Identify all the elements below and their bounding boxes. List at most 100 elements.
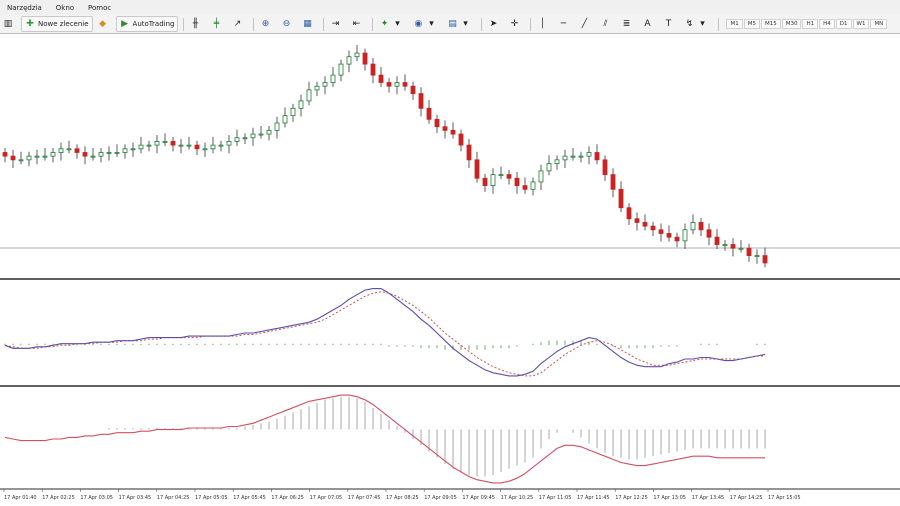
tile-windows-button[interactable]: ▦	[299, 17, 318, 31]
bull-candle	[50, 152, 56, 157]
autotrading-button[interactable]: ▶ AutoTrading	[115, 16, 179, 32]
timeframe-h4[interactable]: H4	[819, 19, 835, 29]
trendline-button[interactable]: ╱	[576, 17, 595, 31]
zoom-in-button[interactable]: ⊕	[257, 17, 276, 31]
toolbar-separator	[481, 17, 483, 31]
bear-candle	[522, 185, 528, 190]
trendline-icon: ╱	[581, 19, 588, 29]
periods-button[interactable]: ◉ ▾	[410, 17, 442, 31]
arrows-button[interactable]: ↯ ▾	[681, 17, 713, 31]
bear-candle	[458, 133, 464, 146]
menu-window[interactable]: Okno	[55, 3, 75, 12]
meta-editor-button[interactable]: ◆	[95, 17, 114, 31]
bear-candle	[386, 82, 392, 87]
vertical-line-icon: │	[539, 19, 546, 29]
indicators-button[interactable]: ✦ ▾	[376, 17, 408, 31]
bull-candle	[330, 74, 336, 83]
timeframe-d1[interactable]: D1	[835, 19, 852, 29]
time-tick-label: 17 Apr 13:05	[653, 495, 686, 501]
time-tick-label: 17 Apr 11:45	[577, 495, 610, 501]
bear-candle	[170, 141, 176, 146]
time-axis: 17 Apr 01:40 17 Apr 02:25 17 Apr 03:05 17 A…	[3, 489, 801, 501]
bear-candle	[194, 144, 200, 150]
crosshair-button[interactable]: ✛	[506, 17, 525, 31]
autoscroll-button[interactable]: ⇥	[327, 17, 346, 31]
new-order-button[interactable]: ✚ Nowe zlecenie	[21, 16, 93, 32]
line-chart-button[interactable]: ╪	[208, 17, 227, 31]
time-tick-label: 17 Apr 13:45	[692, 495, 725, 501]
line-chart-icon: ╪	[213, 19, 220, 29]
new-order-label: Nowe zlecenie	[38, 20, 89, 28]
menu-tools[interactable]: Narzędzia	[7, 3, 42, 12]
bull-candle	[530, 181, 536, 190]
trend-button[interactable]: ↗	[229, 17, 248, 31]
chart-shift-button[interactable]: ⇤	[348, 17, 367, 31]
bull-candle	[562, 155, 568, 161]
chevron-down-icon: ▾	[463, 19, 468, 29]
text-button[interactable]: A	[639, 17, 658, 31]
meta-editor-icon: ◆	[99, 19, 106, 29]
menu-help[interactable]: Pomoc	[88, 3, 112, 12]
macd-panel	[4, 288, 766, 377]
timeframe-mn[interactable]: MN	[870, 19, 888, 29]
cursor-icon: ➤	[489, 19, 498, 29]
tile-windows-icon: ▦	[303, 19, 312, 29]
chart-window[interactable]: 17 Apr 01:40 17 Apr 02:25 17 Apr 03:05 17 A…	[0, 34, 900, 506]
fibonacci-button[interactable]: ≣	[618, 17, 637, 31]
timeframe-w1[interactable]: W1	[852, 19, 870, 29]
toolbar-separator	[530, 17, 532, 31]
time-tick-label: 17 Apr 03:45	[119, 495, 152, 501]
cursor-button[interactable]: ➤	[485, 17, 504, 31]
autotrading-icon: ▶	[121, 19, 128, 29]
vertical-line-button[interactable]: │	[534, 17, 553, 31]
menu-bar: Narzędzia Okno Pomoc	[0, 0, 900, 16]
zoom-out-icon: ⊖	[282, 19, 291, 29]
price-candles	[2, 44, 768, 268]
candlestick-button[interactable]: ╫	[187, 17, 206, 31]
bear-candle	[602, 159, 608, 175]
bull-candle	[18, 159, 24, 162]
bear-candle	[410, 85, 416, 94]
bull-candle	[154, 141, 160, 146]
timeframe-h1[interactable]: H1	[802, 19, 819, 29]
bull-candle	[106, 152, 112, 154]
bull-candle	[34, 155, 40, 158]
oscillator-line	[4, 394, 765, 484]
bull-candle	[546, 163, 552, 172]
bear-candle	[466, 144, 472, 161]
bull-candle	[122, 148, 128, 153]
bar-chart-button[interactable]: ▥	[0, 17, 19, 31]
toolbar-separator	[323, 17, 325, 31]
bear-candle	[402, 82, 408, 87]
bull-candle	[178, 144, 184, 147]
chart-grid	[0, 247, 900, 490]
timeframe-m5[interactable]: M5	[743, 19, 760, 29]
bull-candle	[498, 174, 504, 176]
bull-candle	[314, 85, 320, 91]
bear-candle	[2, 152, 8, 157]
channel-button[interactable]: ⫽	[597, 17, 616, 31]
horizontal-line-button[interactable]: ─	[555, 17, 574, 31]
time-tick-label: 17 Apr 10:25	[501, 495, 534, 501]
horizontal-line-icon: ─	[560, 19, 567, 29]
bull-candle	[114, 152, 120, 154]
bear-candle	[482, 177, 488, 187]
templates-button[interactable]: ▤ ▾	[444, 17, 476, 31]
bull-candle	[722, 244, 728, 246]
timeframe-m30[interactable]: M30	[781, 19, 802, 29]
bull-candle	[258, 133, 264, 136]
bear-candle	[610, 174, 616, 190]
zoom-out-button[interactable]: ⊖	[278, 17, 297, 31]
label-button[interactable]: T	[660, 17, 679, 31]
timeframe-m1[interactable]: M1	[726, 19, 743, 29]
bear-candle	[474, 159, 480, 179]
autoscroll-icon: ⇥	[331, 19, 340, 29]
time-tick-label: 17 Apr 04:25	[157, 495, 190, 501]
time-tick-label: 17 Apr 15:05	[768, 495, 801, 501]
chevron-down-icon: ▾	[429, 19, 434, 29]
bull-candle	[234, 137, 240, 142]
time-tick-label: 17 Apr 09:05	[424, 495, 457, 501]
chart-shift-icon: ⇤	[352, 19, 361, 29]
timeframe-m15[interactable]: M15	[760, 19, 781, 29]
time-tick-label: 17 Apr 05:05	[195, 495, 228, 501]
